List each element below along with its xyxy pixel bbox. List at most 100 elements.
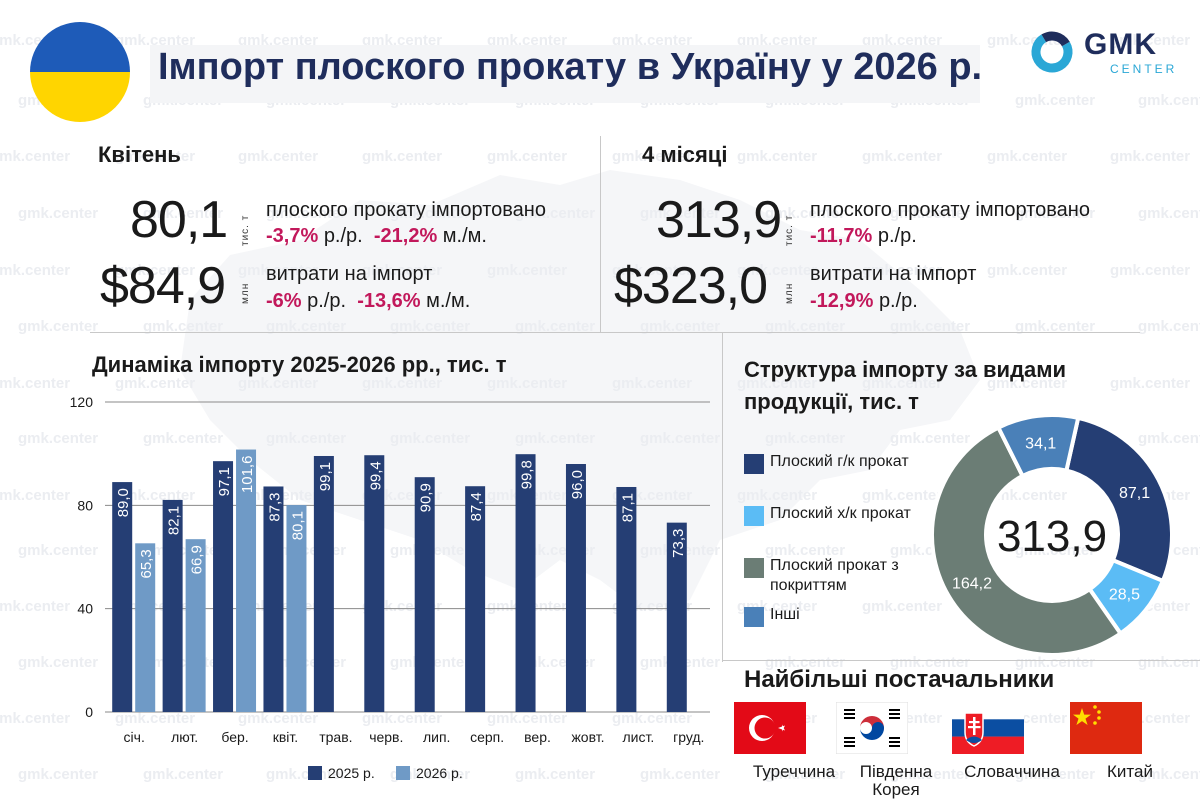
watermark-text: gmk.center: [890, 430, 971, 447]
legend-2025: 2025 р.: [308, 765, 375, 781]
supplier-name: Китай: [1107, 762, 1153, 781]
watermark-text: gmk.center: [238, 262, 319, 279]
bar: [162, 499, 183, 712]
donut-center-total: 313,9: [997, 512, 1107, 561]
watermark-text: gmk.center: [1138, 654, 1200, 671]
y-tick-label: 120: [70, 394, 94, 410]
watermark-text: gmk.center: [238, 710, 319, 727]
bar-value-label: 99,1: [317, 462, 334, 491]
legend-2025-swatch: [308, 766, 322, 780]
watermark-text: gmk.center: [18, 205, 99, 222]
donut-slice-label: 87,1: [1119, 485, 1150, 502]
april-cost-changes: -6% р./р. -13,6% м./м.: [266, 290, 470, 313]
four-months-cost-yoy: -12,9%: [810, 290, 874, 312]
watermark-text: gmk.center: [115, 262, 196, 279]
bar: [666, 522, 687, 712]
watermark-text: gmk.center: [1138, 205, 1200, 222]
bar-value-label: 96,0: [569, 470, 586, 499]
watermark-text: gmk.center: [1110, 32, 1191, 49]
logo-sub: CENTER: [1110, 62, 1178, 76]
four-months-volume-desc: плоского прокату імпортовано: [810, 199, 1090, 221]
bar: [313, 455, 334, 712]
watermark-text: gmk.center: [362, 32, 443, 49]
structure-title: Структура імпорту за видами продукції, т…: [744, 354, 1066, 418]
donut-legend-item-coated: Плоский прокат з покриттям: [744, 556, 934, 600]
watermark-text: gmk.center: [143, 318, 224, 335]
bar: [565, 464, 586, 712]
bar: [185, 539, 206, 712]
bar: [286, 505, 307, 712]
watermark-text: gmk.center: [266, 318, 347, 335]
bar-value-label: 66,9: [189, 545, 206, 574]
watermark-text: gmk.center: [1110, 148, 1191, 165]
four-months-cost-desc: витрати на імпорт: [810, 263, 977, 285]
watermark-text: gmk.center: [890, 766, 971, 783]
watermark-text: gmk.center: [987, 148, 1068, 165]
april-volume-yoy-suffix: р./р.: [323, 225, 363, 247]
watermark-text: gmk.center: [0, 262, 71, 279]
watermark-text: gmk.center: [487, 262, 568, 279]
legend-2026-swatch: [396, 766, 410, 780]
donut-slice: [995, 413, 1081, 479]
structure-title-line1: Структура імпорту за видами: [744, 357, 1067, 382]
watermark-text: gmk.center: [890, 654, 971, 671]
watermark-text: gmk.center: [487, 375, 568, 392]
april-volume-unit: тис. т: [240, 214, 251, 246]
watermark-text: gmk.center: [390, 318, 471, 335]
watermark-text: gmk.center: [487, 32, 568, 49]
watermark-text: gmk.center: [18, 430, 99, 447]
watermark-text: gmk.center: [987, 375, 1068, 392]
title-band: [150, 45, 980, 103]
april-cost-desc: витрати на імпорт: [266, 263, 433, 285]
watermark-text: gmk.center: [515, 430, 596, 447]
watermark-text: gmk.center: [1110, 262, 1191, 279]
bar: [263, 486, 284, 712]
x-tick-label: бер.: [221, 729, 248, 745]
watermark-text: gmk.center: [0, 487, 71, 504]
april-volume-mom-suffix: м./м.: [442, 225, 487, 247]
watermark-text: gmk.center: [362, 148, 443, 165]
watermark-text: gmk.center: [238, 32, 319, 49]
april-cost-yoy: -6%: [266, 290, 302, 312]
watermark-text: gmk.center: [1138, 318, 1200, 335]
x-tick-label: груд.: [673, 729, 704, 745]
watermark-text: gmk.center: [612, 148, 693, 165]
donut-legend-label: Плоский прокат з покриттям: [770, 557, 899, 594]
watermark-text: gmk.center: [737, 262, 818, 279]
x-tick-label: лип.: [423, 729, 450, 745]
april-cost-mom-suffix: м./м.: [426, 290, 471, 312]
watermark-text: gmk.center: [1110, 375, 1191, 392]
legend-2025-label: 2025 р.: [328, 765, 375, 781]
logo-name: GMK: [1084, 28, 1157, 61]
watermark-text: gmk.center: [862, 262, 943, 279]
watermark-text: gmk.center: [890, 318, 971, 335]
bar: [135, 543, 156, 712]
watermark-text: gmk.center: [143, 430, 224, 447]
summary-divider: [600, 136, 601, 332]
watermark-text: gmk.center: [1015, 92, 1096, 109]
watermark-text: gmk.center: [737, 32, 818, 49]
watermark-text: gmk.center: [612, 262, 693, 279]
april-heading: Квітень: [98, 142, 181, 167]
watermark-text: gmk.center: [238, 148, 319, 165]
watermark-text: gmk.center: [1015, 654, 1096, 671]
watermark-text: gmk.center: [18, 654, 99, 671]
donut-legend-swatch: [744, 506, 764, 526]
bar: [236, 449, 257, 712]
watermark-text: gmk.center: [1015, 542, 1096, 559]
watermark-text: gmk.center: [362, 262, 443, 279]
watermark-text: gmk.center: [390, 766, 471, 783]
bar-value-label: 73,3: [670, 529, 687, 558]
ukraine-flag-icon: [30, 22, 130, 122]
bar-value-label: 80,1: [289, 511, 306, 540]
x-tick-label: квіт.: [273, 729, 298, 745]
supplier-item: Китай: [1070, 702, 1190, 781]
chart-divider: [722, 332, 723, 662]
april-volume-yoy: -3,7%: [266, 225, 319, 247]
x-tick-label: черв.: [369, 729, 403, 745]
summary-bottom-divider: [90, 332, 1140, 333]
april-volume-changes: -3,7% р./р. -21,2% м./м.: [266, 225, 487, 248]
four-months-cost-value: $323,0: [614, 257, 768, 315]
x-tick-label: лист.: [623, 729, 655, 745]
watermark-text: gmk.center: [765, 542, 846, 559]
